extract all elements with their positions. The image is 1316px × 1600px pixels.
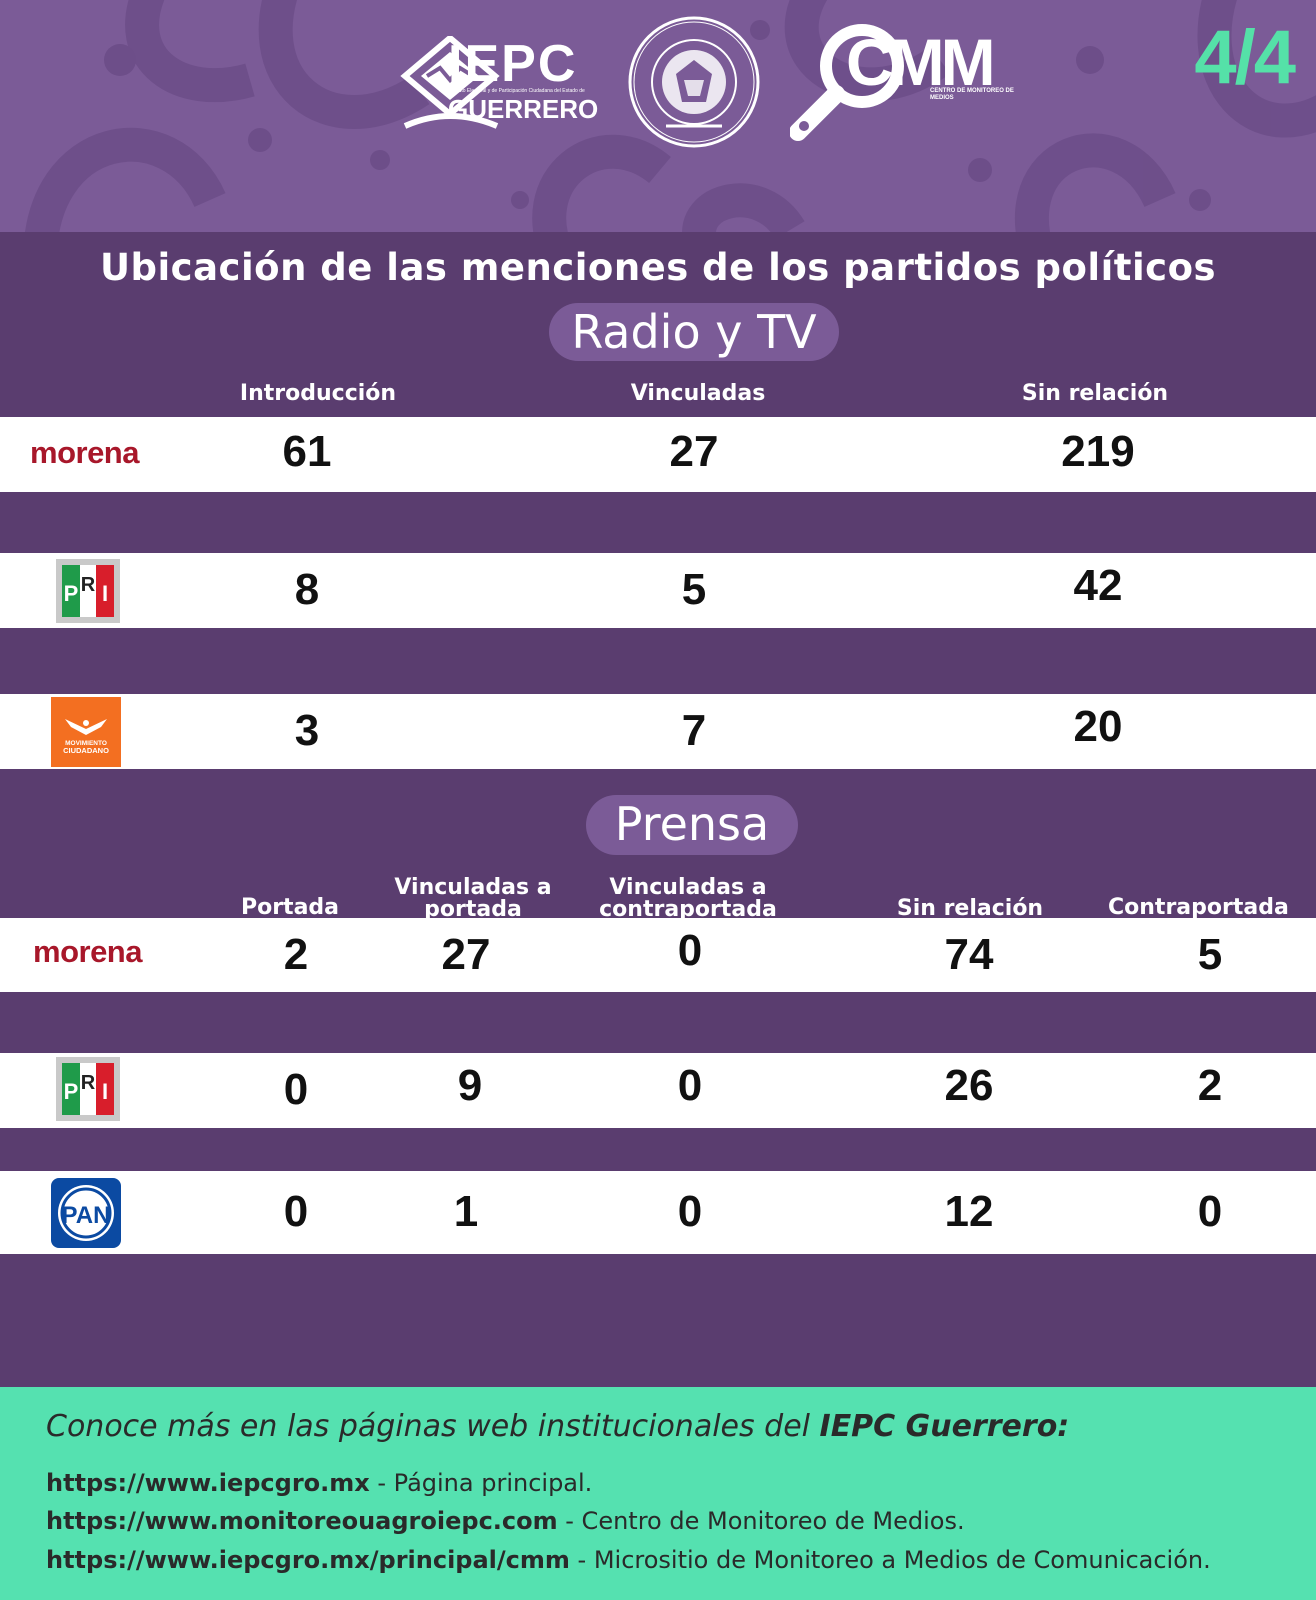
mc-logo-line-1: MOVIMIENTO bbox=[65, 740, 107, 747]
value-vinculadas: 7 bbox=[681, 706, 707, 755]
section-label-radio-tv: Radio y TV bbox=[549, 303, 839, 361]
mc-logo-line-2: CIUDADANO bbox=[63, 746, 109, 755]
column-header-sin-relacion: Sin relación bbox=[1021, 381, 1169, 406]
page-title: Ubicación de las menciones de los partid… bbox=[99, 246, 1217, 289]
value-sin-relacion: 20 bbox=[1073, 702, 1123, 751]
header-banner: IEPC Instituto Electoral y de Participac… bbox=[0, 0, 1316, 232]
value-sin-relacion: 219 bbox=[1061, 427, 1135, 476]
section-label-prensa: Prensa bbox=[586, 795, 798, 855]
cmm-logo-subtitle: CENTRO DE MONITOREO DE MEDIOS bbox=[930, 88, 1014, 101]
column-header-sin-relacion: Sin relación bbox=[896, 896, 1044, 921]
table-row: MOVIMIENTO CIUDADANO 3 7 20 bbox=[0, 694, 1316, 769]
value-vinculadas-contraportada: 0 bbox=[677, 1187, 703, 1236]
morena-logo: morena bbox=[30, 435, 139, 470]
cmm-logo-text: CMM bbox=[846, 25, 996, 99]
iepc-logo-icon bbox=[400, 36, 500, 129]
value-sin-relacion: 74 bbox=[944, 930, 994, 979]
column-header-vinculadas-portada: Vinculadas a portada bbox=[394, 875, 552, 922]
pri-letter-i: I bbox=[102, 581, 108, 606]
value-introduccion: 3 bbox=[294, 706, 320, 755]
footer: Conoce más en las páginas web institucio… bbox=[0, 1387, 1316, 1600]
value-portada: 0 bbox=[283, 1187, 309, 1236]
value-vinculadas: 27 bbox=[669, 427, 719, 476]
footer-intro: Conoce más en las páginas web institucio… bbox=[46, 1409, 1069, 1444]
pan-logo-icon: PAN bbox=[51, 1178, 121, 1248]
footer-link-line: https://www.monitoreouagroiepc.com - Cen… bbox=[46, 1507, 965, 1535]
pri-letter-p: P bbox=[64, 1079, 79, 1104]
pri-letter-r: R bbox=[81, 574, 96, 596]
pan-logo-text: PAN bbox=[62, 1202, 111, 1229]
iepc-logo-subtitle: Instituto Electoral y de Participación C… bbox=[448, 88, 585, 94]
footer-link-line: https://www.iepcgro.mx/principal/cmm - M… bbox=[46, 1546, 1211, 1574]
footer-link-url[interactable]: https://www.iepcgro.mx bbox=[46, 1469, 370, 1497]
pri-logo-icon: P R I bbox=[56, 559, 120, 623]
iepc-logo-state: GUERRERO bbox=[448, 94, 599, 124]
morena-logo: morena bbox=[33, 934, 142, 969]
footer-intro-text: Conoce más en las páginas web institucio… bbox=[46, 1409, 820, 1444]
value-vinculadas-contraportada: 0 bbox=[677, 926, 703, 975]
value-portada: 2 bbox=[283, 930, 309, 979]
table-row: morena 61 27 219 bbox=[0, 417, 1316, 492]
table-row: P R I 0 9 0 26 2 bbox=[0, 1053, 1316, 1128]
value-sin-relacion: 26 bbox=[944, 1061, 994, 1110]
table-row: PAN 0 1 0 12 0 bbox=[0, 1171, 1316, 1254]
movimiento-ciudadano-logo-icon: MOVIMIENTO CIUDADANO bbox=[51, 697, 121, 767]
column-header-introduccion: Introducción bbox=[239, 381, 397, 406]
column-header-portada: Portada bbox=[240, 895, 340, 920]
table-row: P R I 8 5 42 bbox=[0, 553, 1316, 628]
value-vinculadas-portada: 27 bbox=[441, 930, 491, 979]
value-sin-relacion: 12 bbox=[944, 1187, 994, 1236]
value-vinculadas-contraportada: 0 bbox=[677, 1061, 703, 1110]
university-seal-icon bbox=[628, 16, 760, 148]
value-contraportada: 5 bbox=[1197, 930, 1223, 979]
footer-link-desc: - Centro de Monitoreo de Medios. bbox=[557, 1507, 965, 1535]
footer-link-url[interactable]: https://www.monitoreouagroiepc.com bbox=[46, 1507, 558, 1535]
value-contraportada: 2 bbox=[1197, 1061, 1223, 1110]
value-contraportada: 0 bbox=[1197, 1187, 1223, 1236]
column-header-vinculadas-contraportada: Vinculadas a contraportada bbox=[599, 875, 777, 922]
value-introduccion: 61 bbox=[282, 427, 332, 476]
footer-intro-bold: IEPC Guerrero: bbox=[819, 1409, 1070, 1444]
pri-logo-icon: P R I bbox=[56, 1057, 120, 1121]
footer-link-line: https://www.iepcgro.mx - Página principa… bbox=[46, 1469, 592, 1497]
page-counter: 4/4 bbox=[1194, 15, 1296, 100]
value-introduccion: 8 bbox=[294, 565, 320, 614]
value-vinculadas-portada: 1 bbox=[453, 1187, 479, 1236]
iepc-logo-text: IEPC bbox=[448, 35, 578, 93]
value-vinculadas: 5 bbox=[681, 565, 707, 614]
pri-letter-p: P bbox=[64, 581, 79, 606]
footer-link-desc: - Micrositio de Monitoreo a Medios de Co… bbox=[569, 1546, 1211, 1574]
decorative-pattern bbox=[25, 0, 1316, 232]
value-vinculadas-portada: 9 bbox=[457, 1061, 483, 1110]
footer-link-desc: - Página principal. bbox=[369, 1469, 593, 1497]
pri-letter-i: I bbox=[102, 1079, 108, 1104]
column-header-vinculadas: Vinculadas bbox=[630, 381, 766, 406]
value-sin-relacion: 42 bbox=[1073, 561, 1123, 610]
footer-link-url[interactable]: https://www.iepcgro.mx/principal/cmm bbox=[46, 1546, 570, 1574]
column-header-contraportada: Contraportada bbox=[1108, 895, 1289, 920]
table-row: morena 2 27 0 74 5 bbox=[0, 918, 1316, 992]
pri-letter-r: R bbox=[81, 1072, 96, 1094]
magnifier-icon bbox=[790, 24, 904, 141]
value-portada: 0 bbox=[283, 1065, 309, 1114]
